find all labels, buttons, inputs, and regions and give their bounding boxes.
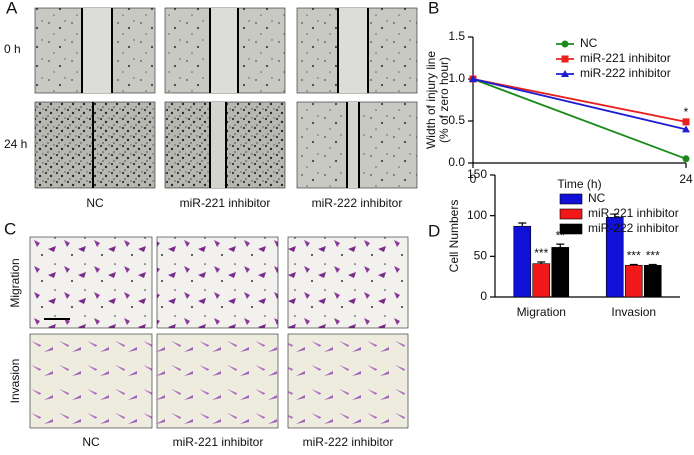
y-tick-label: 150 bbox=[467, 167, 487, 181]
panel-label: A bbox=[6, 0, 18, 17]
x-tick-label: Invasion bbox=[611, 305, 656, 319]
micrograph-grid bbox=[29, 236, 409, 429]
bar bbox=[643, 264, 662, 298]
line bbox=[472, 78, 687, 160]
micrograph bbox=[34, 101, 156, 189]
marker bbox=[682, 155, 690, 163]
legend-label: miR-222 inhibitor bbox=[588, 221, 679, 235]
legend-label: miR-221 inhibitor bbox=[580, 51, 671, 65]
column-label: miR-221 inhibitor bbox=[180, 196, 271, 210]
error-bar bbox=[648, 263, 657, 266]
y-tick-label: 1.0 bbox=[448, 71, 465, 85]
row-label: Migration bbox=[8, 258, 22, 307]
x-tick-label: 0 bbox=[470, 172, 477, 186]
panel-label: D bbox=[428, 221, 440, 240]
column-label: NC bbox=[86, 196, 104, 210]
y-tick-label: 0 bbox=[480, 289, 487, 303]
error-bar bbox=[518, 222, 527, 227]
column-label: NC bbox=[82, 435, 100, 449]
row-label: 0 h bbox=[4, 42, 21, 56]
legend-label: miR-221 inhibitor bbox=[588, 206, 679, 220]
micrograph bbox=[156, 333, 279, 429]
line bbox=[472, 78, 687, 123]
x-tick-label: Migration bbox=[517, 305, 566, 319]
marker bbox=[682, 125, 690, 133]
y-axis-label: (% of zero hour) bbox=[437, 57, 451, 143]
y-tick-label: 0.0 bbox=[448, 155, 465, 169]
panel-label: B bbox=[428, 0, 439, 17]
marker bbox=[682, 118, 690, 126]
significance: *** bbox=[534, 246, 548, 260]
legend-swatch bbox=[559, 223, 583, 235]
panel-label: C bbox=[4, 219, 16, 238]
y-tick-label: 0.5 bbox=[448, 113, 465, 127]
legend-label: miR-222 inhibitor bbox=[580, 66, 671, 80]
x-tick-label: 24 bbox=[679, 172, 693, 186]
column-label: miR-221 inhibitor bbox=[173, 435, 264, 449]
error-bar bbox=[556, 243, 565, 248]
y-tick-label: 100 bbox=[467, 208, 487, 222]
y-tick-label: 1.5 bbox=[448, 29, 465, 43]
column-label: miR-222 inhibitor bbox=[312, 196, 403, 210]
micrograph bbox=[287, 333, 409, 429]
marker bbox=[469, 75, 477, 82]
significance: ** bbox=[556, 228, 566, 242]
bar bbox=[513, 225, 532, 298]
legend-label: NC bbox=[588, 191, 606, 205]
micrograph bbox=[156, 236, 279, 329]
significance: *** bbox=[627, 249, 641, 263]
error-bar bbox=[537, 261, 546, 264]
error-bar bbox=[629, 263, 638, 266]
bar bbox=[551, 247, 570, 298]
legend-swatch bbox=[559, 193, 583, 205]
marker bbox=[561, 40, 569, 48]
micrograph bbox=[29, 333, 153, 429]
bar bbox=[532, 263, 551, 298]
y-tick-label: 50 bbox=[474, 249, 488, 263]
micrograph-grid bbox=[34, 7, 418, 189]
row-label: Invasion bbox=[8, 359, 22, 404]
annotation: * bbox=[684, 105, 689, 119]
y-axis-label: Width of injury line bbox=[424, 51, 438, 149]
marker bbox=[561, 70, 569, 77]
error-bar bbox=[610, 213, 619, 218]
legend-label: NC bbox=[580, 36, 598, 50]
bar bbox=[624, 264, 643, 298]
significance: *** bbox=[646, 249, 660, 263]
legend-swatch bbox=[559, 208, 583, 220]
marker bbox=[561, 55, 569, 63]
micrograph bbox=[29, 236, 153, 329]
row-label: 24 h bbox=[4, 137, 27, 151]
micrograph bbox=[287, 236, 409, 329]
x-axis-label: Time (h) bbox=[557, 177, 601, 191]
line bbox=[472, 78, 687, 131]
column-label: miR-222 inhibitor bbox=[303, 435, 394, 449]
y-axis-label: Cell Numbers bbox=[447, 200, 461, 273]
